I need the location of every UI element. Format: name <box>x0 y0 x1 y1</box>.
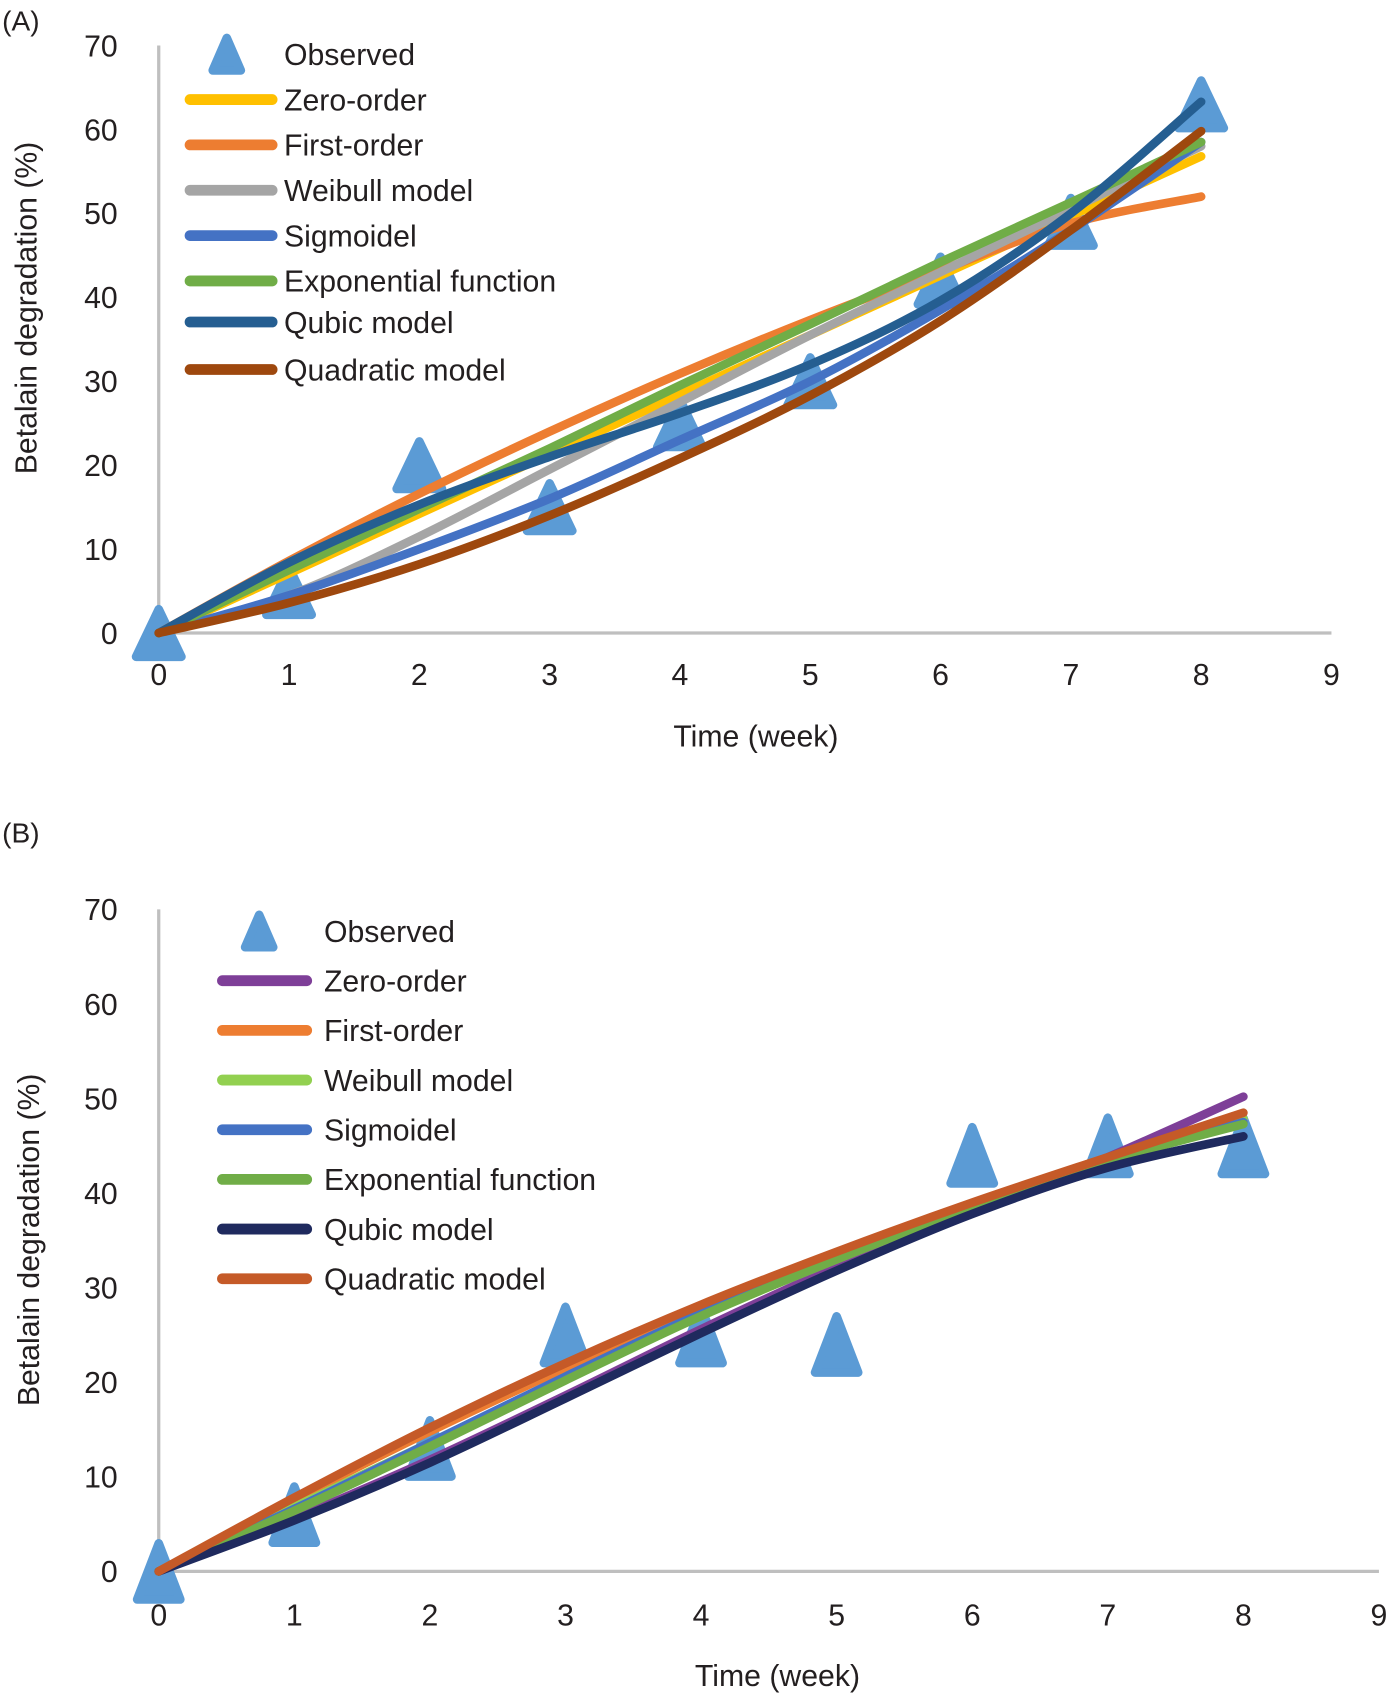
x-tick-label: 4 <box>672 659 689 692</box>
legend-label: Observed <box>284 39 415 72</box>
x-tick-label: 5 <box>828 1599 845 1632</box>
x-axis-title-a: Time (week) <box>673 720 838 753</box>
legend-b: Observed Zero-order First-order Weibull mod… <box>217 910 596 1297</box>
legend-item: First-order <box>217 1015 463 1048</box>
y-tick-label: 50 <box>84 1083 118 1116</box>
y-ticks-b: 0 10 20 30 40 50 60 70 <box>84 894 118 1589</box>
x-tick-label: 3 <box>557 1599 574 1632</box>
y-axis-title-b: Betalain degradation (%) <box>13 1074 46 1407</box>
panel-label-b: (B) <box>2 817 39 848</box>
series-line-exponential-function <box>154 137 1206 638</box>
x-tick-label: 4 <box>693 1599 710 1632</box>
y-tick-label: 40 <box>84 282 118 315</box>
legend-label: Weibull model <box>324 1065 513 1098</box>
legend-item: Weibull model <box>184 175 473 208</box>
legend-label: Quadratic model <box>284 354 506 387</box>
legend-label: First-order <box>324 1015 463 1048</box>
x-tick-label: 3 <box>541 659 558 692</box>
legend-label: Observed <box>324 916 455 949</box>
legend-item: Observed <box>240 910 455 952</box>
series-line-qubic-model <box>154 97 1206 638</box>
chart-a: (A) Betalain degradation (%) Time (week)… <box>2 5 1340 753</box>
model-lines-b <box>154 1092 1248 1576</box>
x-axis-title-b: Time (week) <box>695 1660 860 1693</box>
legend-item: Zero-order <box>217 965 467 998</box>
legend-item: Weibull model <box>217 1065 513 1098</box>
x-tick-label: 7 <box>1062 659 1079 692</box>
legend-item: Exponential function <box>217 1164 596 1197</box>
x-tick-label: 5 <box>802 659 819 692</box>
legend-item: Qubic model <box>217 1214 494 1247</box>
x-ticks-b: 0 1 2 3 4 5 6 7 8 9 <box>150 1599 1387 1632</box>
observed-points-b <box>132 1113 1270 1604</box>
y-tick-label: 10 <box>84 534 118 567</box>
x-tick-label: 1 <box>286 1599 303 1632</box>
series-line-qubic-model <box>154 1132 1248 1576</box>
legend-item: First-order <box>184 130 423 163</box>
legend-item: Sigmoidel <box>217 1115 457 1148</box>
legend-label: Weibull model <box>284 175 473 208</box>
x-tick-label: 8 <box>1193 659 1210 692</box>
x-tick-label: 7 <box>1099 1599 1116 1632</box>
legend-label: Exponential function <box>324 1164 596 1197</box>
y-tick-label: 50 <box>84 198 118 231</box>
legend-item: Zero-order <box>184 84 427 117</box>
legend-item: Exponential function <box>184 266 556 299</box>
y-tick-label: 40 <box>84 1178 118 1211</box>
legend-label: First-order <box>284 130 423 163</box>
y-tick-label: 30 <box>84 366 118 399</box>
legend-marker-triangle-icon <box>208 33 246 75</box>
x-tick-label: 9 <box>1323 659 1340 692</box>
y-tick-label: 30 <box>84 1272 118 1305</box>
y-axis-title-a-wrap: Betalain degradation (%) <box>11 142 44 475</box>
legend-marker-triangle-icon <box>240 910 278 952</box>
y-tick-label: 20 <box>84 450 118 483</box>
legend-a: Observed Zero-order First-order Weibull mod… <box>184 33 556 387</box>
y-axis-title-a: Betalain degradation (%) <box>11 142 44 475</box>
model-lines-a <box>154 97 1206 638</box>
x-ticks-a: 0 1 2 3 4 5 6 7 8 9 <box>150 659 1340 692</box>
legend-item: Sigmoidel <box>184 220 417 253</box>
x-tick-label: 2 <box>421 1599 438 1632</box>
panel-label-a: (A) <box>2 5 39 36</box>
x-tick-label: 0 <box>150 1599 167 1632</box>
y-tick-label: 60 <box>84 114 118 147</box>
observed-point <box>946 1122 999 1188</box>
legend-label: Zero-order <box>324 965 467 998</box>
x-tick-label: 9 <box>1371 1599 1388 1632</box>
x-tick-label: 1 <box>281 659 298 692</box>
observed-point <box>1217 1113 1270 1179</box>
y-tick-label: 0 <box>101 618 118 651</box>
y-tick-label: 60 <box>84 989 118 1022</box>
x-tick-label: 8 <box>1235 1599 1252 1632</box>
series-line-quadratic-model <box>154 126 1206 638</box>
legend-item: Quadratic model <box>217 1264 546 1297</box>
y-axis-title-b-wrap: Betalain degradation (%) <box>13 1074 46 1407</box>
y-tick-label: 0 <box>101 1556 118 1589</box>
x-tick-label: 0 <box>150 659 167 692</box>
legend-label: Sigmoidel <box>324 1115 457 1148</box>
legend-label: Sigmoidel <box>284 220 417 253</box>
chart-b: (B) Betalain degradation (%) Time (week)… <box>2 817 1387 1692</box>
y-tick-label: 70 <box>84 30 118 63</box>
y-tick-label: 20 <box>84 1367 118 1400</box>
legend-label: Exponential function <box>284 266 556 299</box>
x-tick-label: 2 <box>411 659 428 692</box>
y-ticks-a: 0 10 20 30 40 50 60 70 <box>84 30 118 650</box>
series-line-quadratic-model <box>154 1108 1248 1576</box>
y-tick-label: 70 <box>84 894 118 927</box>
legend-item: Qubic model <box>184 307 454 340</box>
legend-label: Qubic model <box>284 307 454 340</box>
legend-item: Quadratic model <box>184 354 506 387</box>
observed-point <box>810 1312 863 1377</box>
x-tick-label: 6 <box>964 1599 981 1632</box>
legend-item: Observed <box>208 33 415 75</box>
legend-label: Quadratic model <box>324 1264 546 1297</box>
x-tick-label: 6 <box>932 659 949 692</box>
legend-label: Qubic model <box>324 1214 494 1247</box>
legend-label: Zero-order <box>284 84 427 117</box>
y-tick-label: 10 <box>84 1462 118 1495</box>
